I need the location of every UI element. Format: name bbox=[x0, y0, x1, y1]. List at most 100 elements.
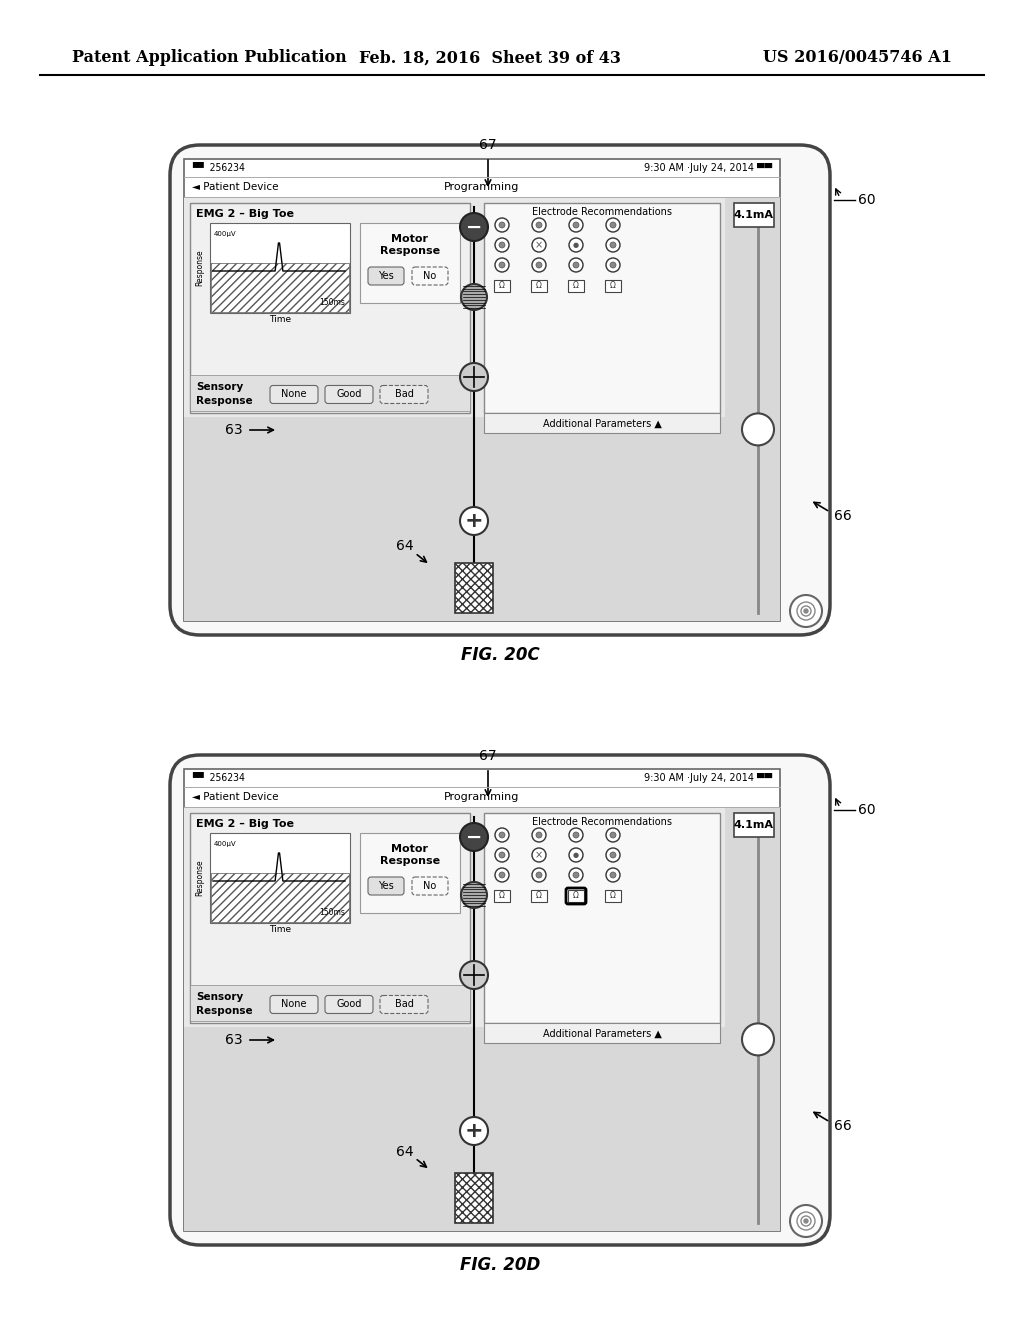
Text: No: No bbox=[423, 271, 436, 281]
Bar bbox=[210, 833, 350, 923]
Circle shape bbox=[460, 961, 488, 989]
Bar bbox=[190, 375, 470, 412]
Text: Ω: Ω bbox=[499, 891, 505, 900]
FancyBboxPatch shape bbox=[412, 876, 449, 895]
Circle shape bbox=[499, 832, 505, 838]
Text: Programming: Programming bbox=[444, 182, 520, 191]
Circle shape bbox=[742, 413, 774, 445]
Circle shape bbox=[495, 238, 509, 252]
Circle shape bbox=[460, 507, 488, 535]
Text: Ω: Ω bbox=[536, 891, 542, 900]
Text: 400μV: 400μV bbox=[214, 231, 237, 238]
Circle shape bbox=[461, 882, 487, 908]
Circle shape bbox=[536, 873, 542, 878]
Circle shape bbox=[532, 257, 546, 272]
Bar bbox=[190, 813, 470, 1023]
Circle shape bbox=[536, 832, 542, 838]
Circle shape bbox=[532, 847, 546, 862]
Text: +: + bbox=[465, 1121, 483, 1140]
Text: ×: × bbox=[535, 850, 543, 861]
Text: 400μV: 400μV bbox=[214, 841, 237, 847]
Circle shape bbox=[495, 847, 509, 862]
Circle shape bbox=[569, 218, 583, 232]
Text: Electrode Recommendations: Electrode Recommendations bbox=[532, 817, 672, 828]
Circle shape bbox=[610, 261, 616, 268]
Text: FIG. 20D: FIG. 20D bbox=[460, 1257, 540, 1274]
Circle shape bbox=[499, 222, 505, 228]
Text: 63: 63 bbox=[225, 422, 243, 437]
Bar bbox=[568, 890, 584, 902]
Bar bbox=[484, 203, 720, 413]
Bar bbox=[455, 564, 493, 612]
Circle shape bbox=[742, 1023, 774, 1056]
Text: None: None bbox=[282, 999, 307, 1010]
Text: Ω: Ω bbox=[536, 281, 542, 290]
Text: 9:30 AM ·July 24, 2014 ▀▀: 9:30 AM ·July 24, 2014 ▀▀ bbox=[644, 774, 772, 783]
Text: Electrode Recommendations: Electrode Recommendations bbox=[532, 207, 672, 216]
Circle shape bbox=[569, 869, 583, 882]
Text: Patent Application Publication: Patent Application Publication bbox=[72, 49, 347, 66]
Text: None: None bbox=[282, 389, 307, 400]
Circle shape bbox=[499, 873, 505, 878]
Text: No: No bbox=[423, 880, 436, 891]
Circle shape bbox=[610, 851, 616, 858]
Text: Response: Response bbox=[380, 246, 440, 256]
Text: ◄ Patient Device: ◄ Patient Device bbox=[193, 182, 279, 191]
Text: ▀▀ 256234: ▀▀ 256234 bbox=[193, 774, 245, 783]
Bar bbox=[484, 1023, 720, 1044]
Text: Time: Time bbox=[269, 925, 291, 935]
Text: Feb. 18, 2016  Sheet 39 of 43: Feb. 18, 2016 Sheet 39 of 43 bbox=[359, 49, 621, 66]
Circle shape bbox=[460, 822, 488, 851]
Text: ●: ● bbox=[573, 851, 579, 858]
Text: 63: 63 bbox=[225, 1034, 243, 1047]
Circle shape bbox=[460, 1117, 488, 1144]
Circle shape bbox=[536, 261, 542, 268]
Circle shape bbox=[610, 242, 616, 248]
Text: 9:30 AM ·July 24, 2014 ▀▀: 9:30 AM ·July 24, 2014 ▀▀ bbox=[644, 162, 772, 173]
Circle shape bbox=[495, 218, 509, 232]
Circle shape bbox=[532, 828, 546, 842]
Circle shape bbox=[790, 595, 822, 627]
Bar bbox=[605, 890, 621, 902]
FancyBboxPatch shape bbox=[368, 267, 404, 285]
Circle shape bbox=[790, 1205, 822, 1237]
Circle shape bbox=[536, 222, 542, 228]
FancyBboxPatch shape bbox=[368, 876, 404, 895]
Bar bbox=[184, 770, 780, 1232]
Text: Additional Parameters ▲: Additional Parameters ▲ bbox=[543, 418, 662, 429]
FancyBboxPatch shape bbox=[380, 995, 428, 1014]
Text: FIG. 20C: FIG. 20C bbox=[461, 645, 540, 664]
Circle shape bbox=[460, 213, 488, 242]
Circle shape bbox=[606, 847, 620, 862]
Text: 150ms: 150ms bbox=[319, 298, 345, 308]
Text: Time: Time bbox=[269, 315, 291, 325]
FancyBboxPatch shape bbox=[270, 385, 318, 404]
Bar bbox=[360, 833, 460, 913]
Circle shape bbox=[495, 257, 509, 272]
Circle shape bbox=[606, 218, 620, 232]
Circle shape bbox=[804, 609, 808, 612]
Text: 67: 67 bbox=[479, 748, 497, 763]
Bar bbox=[184, 807, 780, 1232]
Bar bbox=[484, 813, 720, 1023]
Circle shape bbox=[606, 869, 620, 882]
Bar bbox=[210, 223, 350, 313]
Circle shape bbox=[532, 218, 546, 232]
Text: Yes: Yes bbox=[378, 271, 394, 281]
Text: Ω: Ω bbox=[573, 891, 579, 900]
Circle shape bbox=[569, 828, 583, 842]
Text: 66: 66 bbox=[834, 1119, 852, 1133]
Bar bbox=[734, 203, 774, 227]
Text: Programming: Programming bbox=[444, 792, 520, 803]
Text: Good: Good bbox=[336, 389, 361, 400]
Text: ●: ● bbox=[573, 242, 579, 248]
Bar bbox=[184, 197, 725, 417]
FancyBboxPatch shape bbox=[270, 995, 318, 1014]
Bar bbox=[531, 280, 547, 292]
Text: US 2016/0045746 A1: US 2016/0045746 A1 bbox=[763, 49, 952, 66]
FancyBboxPatch shape bbox=[412, 267, 449, 285]
Text: +: + bbox=[465, 511, 483, 531]
Circle shape bbox=[495, 828, 509, 842]
Text: Bad: Bad bbox=[394, 999, 414, 1010]
Circle shape bbox=[499, 261, 505, 268]
